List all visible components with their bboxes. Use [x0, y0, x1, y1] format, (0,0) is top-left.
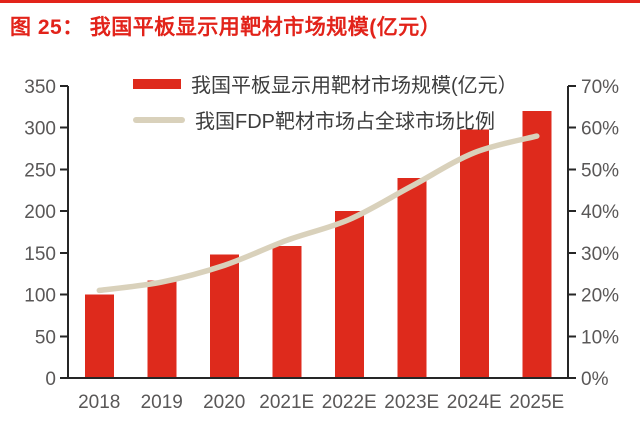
- bar-2018: [84, 294, 114, 378]
- bar-2021E: [272, 246, 302, 378]
- chart-legend: 我国平板显示用靶材市场规模(亿元） 我国FDP靶材市场占全球市场比例: [133, 70, 518, 133]
- bar-2022E: [334, 211, 364, 378]
- legend-item-market-size: 我国平板显示用靶材市场规模(亿元）: [133, 70, 518, 97]
- header-rule: [0, 0, 640, 3]
- left-axis-tick-label: 250: [24, 160, 56, 181]
- bar-2019: [147, 280, 177, 378]
- left-axis-tick-label: 150: [24, 244, 56, 265]
- bar-2024E: [459, 129, 489, 378]
- left-axis-tick-label: 200: [24, 202, 56, 223]
- ratio-trend-line: [96, 133, 540, 294]
- legend-label-global-ratio: 我国FDP靶材市场占全球市场比例: [195, 111, 495, 133]
- right-axis-tick-label: 30%: [581, 244, 619, 265]
- left-axis-tick-label: 50: [35, 327, 56, 348]
- x-axis-label: 2021E: [259, 392, 314, 413]
- x-axis-label: 2022E: [322, 392, 377, 413]
- x-axis-label: 2018: [78, 392, 120, 413]
- x-axis-label: 2025E: [509, 392, 564, 413]
- left-axis-tick-label: 100: [24, 286, 56, 307]
- x-axis-label: 2024E: [447, 392, 502, 413]
- left-axis-tick-label: 0: [45, 369, 56, 390]
- right-axis-tick-label: 20%: [581, 286, 619, 307]
- legend-item-global-ratio: 我国FDP靶材市场占全球市场比例: [133, 106, 518, 133]
- right-axis-tick-label: 40%: [581, 202, 619, 223]
- bar-2020: [209, 254, 239, 378]
- right-axis-tick-label: 50%: [581, 160, 619, 181]
- x-axis-label: 2020: [203, 392, 245, 413]
- line-series-swatch: [133, 116, 185, 123]
- figure-number-label: 图 25：: [10, 16, 84, 39]
- bar-series-swatch: [133, 78, 181, 89]
- x-axis-label: 2019: [141, 392, 183, 413]
- right-axis-tick-label: 10%: [581, 327, 619, 348]
- legend-label-market-size: 我国平板显示用靶材市场规模(亿元）: [191, 75, 518, 97]
- x-axis-label: 2023E: [384, 392, 439, 413]
- left-axis-tick-label: 300: [24, 119, 56, 140]
- figure-title-text: 我国平板显示用靶材市场规模(亿元）: [89, 16, 442, 39]
- bar-2023E: [397, 177, 427, 378]
- right-axis-tick-label: 0%: [581, 369, 609, 390]
- right-axis-tick-label: 60%: [581, 119, 619, 140]
- figure-title: 图 25： 我国平板显示用靶材市场规模(亿元）: [10, 11, 441, 41]
- right-axis-tick-label: 70%: [581, 77, 619, 98]
- bar-2025E: [522, 111, 552, 378]
- left-axis-tick-label: 350: [24, 77, 56, 98]
